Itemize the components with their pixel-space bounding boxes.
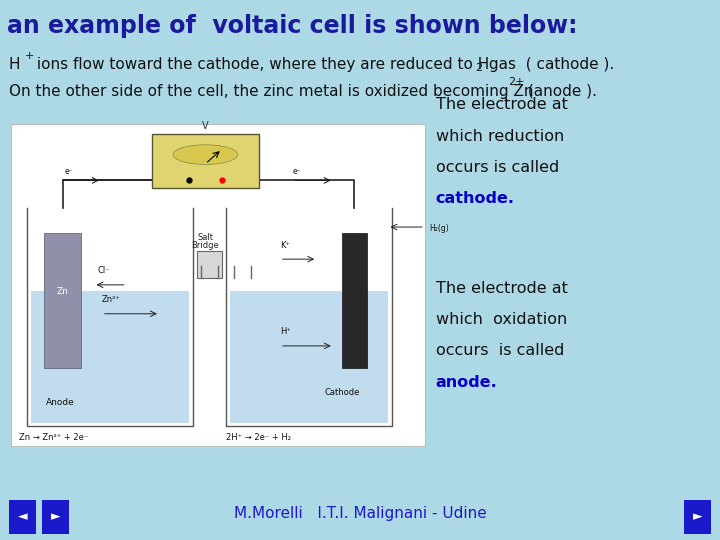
Text: On the other side of the cell, the zinc metal is oxidized becoming Zn: On the other side of the cell, the zinc …	[9, 84, 533, 99]
Text: The electrode at: The electrode at	[436, 97, 567, 112]
Text: ◄: ◄	[17, 510, 27, 523]
Bar	[32, 291, 189, 423]
Text: ions flow toward the cathode, where they are reduced to H: ions flow toward the cathode, where they…	[32, 57, 489, 72]
Text: 2: 2	[475, 63, 482, 73]
Text: ►: ►	[50, 510, 60, 523]
Text: e⁻: e⁻	[292, 167, 301, 176]
Bar	[42, 500, 69, 534]
Text: gas  ( cathode ).: gas ( cathode ).	[484, 57, 614, 72]
Bar	[684, 500, 711, 534]
Text: ►: ►	[693, 510, 703, 523]
Text: 2H⁺ → 2e⁻ + H₂: 2H⁺ → 2e⁻ + H₂	[226, 433, 291, 442]
Text: Zn → Zn²⁺ + 2e⁻: Zn → Zn²⁺ + 2e⁻	[19, 433, 89, 442]
Text: (anode ).: (anode ).	[523, 84, 597, 99]
Text: +: +	[24, 51, 34, 62]
Bar	[44, 233, 81, 368]
Text: M.Morelli   I.T.I. Malignani - Udine: M.Morelli I.T.I. Malignani - Udine	[233, 506, 487, 521]
Bar	[152, 134, 259, 188]
Text: H: H	[9, 57, 20, 72]
Text: Bridge: Bridge	[192, 241, 220, 250]
Text: an example of  voltaic cell is shown below:: an example of voltaic cell is shown belo…	[7, 14, 577, 37]
Bar	[197, 252, 222, 278]
Text: Cl⁻: Cl⁻	[98, 266, 110, 275]
Text: occurs  is called: occurs is called	[436, 343, 564, 359]
Text: occurs is called: occurs is called	[436, 160, 559, 175]
Text: which  oxidation: which oxidation	[436, 312, 567, 327]
Text: which reduction: which reduction	[436, 129, 564, 144]
Text: 2+: 2+	[508, 77, 525, 87]
Bar	[9, 500, 36, 534]
Text: Cathode: Cathode	[324, 388, 360, 397]
Text: H₂(g): H₂(g)	[429, 225, 449, 233]
Text: The electrode at: The electrode at	[436, 281, 567, 296]
Text: Salt: Salt	[197, 233, 213, 242]
Text: cathode.: cathode.	[436, 191, 515, 206]
Bar	[230, 291, 387, 423]
Text: e⁻: e⁻	[65, 167, 73, 176]
Text: Anode: Anode	[46, 398, 75, 407]
Text: Zn: Zn	[57, 287, 68, 296]
Text: anode.: anode.	[436, 375, 498, 390]
Text: K⁺: K⁺	[280, 240, 290, 249]
Bar	[342, 233, 366, 368]
Ellipse shape	[173, 145, 238, 164]
Text: V: V	[202, 120, 209, 131]
Text: Zn²⁺: Zn²⁺	[102, 295, 121, 304]
Text: H⁺: H⁺	[280, 327, 291, 336]
FancyBboxPatch shape	[11, 124, 425, 446]
